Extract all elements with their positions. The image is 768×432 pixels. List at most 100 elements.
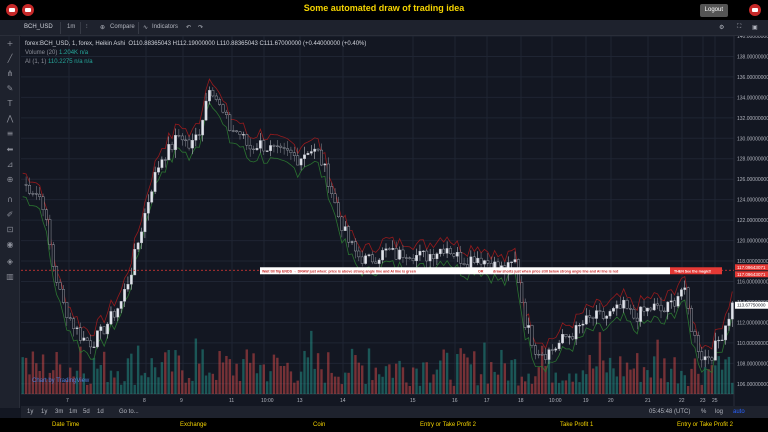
- volume-bar: [133, 384, 136, 394]
- auto-toggle[interactable]: auto: [733, 409, 745, 415]
- zoom-icon[interactable]: ⊕: [6, 175, 14, 184]
- candle-body: [157, 167, 160, 173]
- volume-bar: [113, 377, 116, 394]
- candle-body: [730, 302, 734, 320]
- legend-title[interactable]: forex:BCH_USD, 1, forex, Heikin Ashi: [25, 41, 126, 47]
- x-tick-label: 7: [66, 398, 69, 404]
- candle-body: [214, 95, 218, 100]
- timeframe-3m[interactable]: 3m: [55, 409, 64, 415]
- pattern-icon[interactable]: ⋀: [6, 114, 14, 123]
- volume-bar: [676, 383, 680, 394]
- volume-bar: [690, 368, 693, 394]
- goto-button[interactable]: Go to...: [119, 409, 139, 415]
- car-icon[interactable]: [22, 4, 34, 16]
- volume-bar: [367, 348, 371, 394]
- log-toggle[interactable]: log: [715, 409, 724, 415]
- nav-take-profit-1[interactable]: Take Profit 1: [560, 422, 594, 428]
- volume-bar: [581, 370, 585, 394]
- volume-bar: [636, 353, 639, 394]
- legend-ai-label[interactable]: AI (1, 1): [25, 59, 47, 65]
- crosshair-icon[interactable]: +: [6, 39, 14, 48]
- candle-body: [187, 139, 191, 149]
- trash-icon[interactable]: ▥: [6, 272, 14, 281]
- prediction-icon[interactable]: ≡: [6, 129, 14, 138]
- volume-bar: [82, 373, 86, 394]
- volume-bar: [170, 371, 174, 394]
- x-tick-label: 10:00: [261, 398, 274, 404]
- timeframe-1m[interactable]: 1m: [69, 409, 78, 415]
- home-icon[interactable]: [6, 4, 18, 16]
- candle-body: [601, 311, 605, 319]
- nav-date-time[interactable]: Date Time: [52, 422, 80, 428]
- nav-exchange[interactable]: Exchange: [180, 422, 207, 428]
- undo-icon[interactable]: ↶: [186, 25, 192, 31]
- volume-bar: [259, 364, 262, 394]
- hide-icon[interactable]: ◉: [6, 240, 14, 249]
- price-label-1: 117.09643071: [737, 265, 766, 270]
- brush-icon[interactable]: ✎: [6, 84, 14, 93]
- annotation-right-bg: [670, 267, 722, 275]
- timeframe-1y-b[interactable]: 1y: [41, 409, 48, 415]
- nav-entry-take-profit-2[interactable]: Entry or Take Profit 2: [420, 422, 476, 428]
- tradingview-watermark[interactable]: Chart by TradingView: [32, 378, 90, 384]
- timeframe-bar: 1y 1y 3m 1m 5d 1d Go to... 05:45:48 (UTC…: [21, 406, 768, 418]
- volume-bar: [500, 349, 503, 394]
- nav-entry-take-profit-2-b[interactable]: Entry or Take Profit 2: [677, 422, 733, 428]
- chart-style-icon[interactable]: ⫶: [86, 24, 88, 30]
- volume-bar: [337, 376, 340, 394]
- candle-body: [303, 154, 306, 159]
- volume-bar: [564, 380, 568, 394]
- magnet-icon[interactable]: ∩: [7, 195, 13, 204]
- logout-button[interactable]: Logout: [699, 4, 728, 17]
- volume-bar: [625, 362, 629, 394]
- candle-body: [269, 145, 272, 151]
- interval-button[interactable]: 1m: [67, 24, 76, 30]
- candle-body: [184, 139, 188, 141]
- chart-area[interactable]: 140.00000000 138.00000000 136.00000000 134.…: [21, 36, 768, 406]
- settings-icon[interactable]: ⚙: [719, 25, 725, 31]
- symbol-search[interactable]: BCH_USD: [24, 24, 53, 30]
- y-tick-label: 112.00000000: [737, 320, 768, 326]
- timeframe-5d[interactable]: 5d: [83, 409, 90, 415]
- volume-bar: [191, 380, 194, 394]
- compare-button[interactable]: Compare: [110, 24, 135, 30]
- y-tick-label: 134.00000000: [737, 95, 768, 101]
- volume-bar: [252, 353, 255, 394]
- candle-body: [554, 348, 558, 351]
- measure-icon[interactable]: ⊿: [6, 160, 14, 169]
- candle-body: [666, 301, 670, 313]
- compare-icon[interactable]: ⊕: [100, 25, 106, 31]
- timeframe-1y[interactable]: 1y: [27, 409, 34, 415]
- candle-body: [180, 135, 184, 141]
- candle-body: [299, 158, 303, 166]
- price-chart[interactable]: 140.00000000 138.00000000 136.00000000 134.…: [21, 36, 768, 406]
- candle-body: [632, 308, 636, 319]
- screenshot-icon[interactable]: ▣: [752, 25, 758, 31]
- top-bar: Some automated draw of trading idea Logo…: [0, 0, 768, 20]
- fullscreen-icon[interactable]: ⛶: [737, 24, 742, 30]
- text-icon[interactable]: T: [7, 99, 13, 108]
- nav-coin[interactable]: Coin: [313, 422, 326, 428]
- candle-body: [160, 159, 164, 168]
- timeframe-1d[interactable]: 1d: [97, 409, 104, 415]
- volume-bar: [561, 380, 564, 394]
- percent-toggle[interactable]: %: [701, 409, 707, 415]
- layers-icon[interactable]: ◈: [6, 257, 14, 266]
- legend-volume-label[interactable]: Volume (20): [25, 50, 58, 56]
- y-tick-label: 106.00000000: [737, 382, 768, 388]
- indicators-icon[interactable]: ∿: [143, 25, 149, 31]
- candle-body: [286, 148, 289, 151]
- pitchfork-icon[interactable]: ⋔: [6, 69, 14, 78]
- lock-icon[interactable]: ⊡: [6, 225, 14, 234]
- indicators-button[interactable]: Indicators: [152, 24, 179, 30]
- stay-drawing-icon[interactable]: ✐: [6, 210, 14, 219]
- volume-bar: [731, 382, 734, 394]
- trendline-icon[interactable]: ╱: [7, 54, 13, 63]
- candle-body: [639, 306, 643, 322]
- back-arrow-icon[interactable]: ⬅: [6, 145, 14, 154]
- redo-icon[interactable]: ↷: [198, 25, 204, 31]
- close-icon[interactable]: [749, 4, 761, 16]
- y-tick-label: 110.00000000: [737, 341, 768, 347]
- volume-bar: [286, 362, 289, 394]
- volume-bar: [116, 371, 119, 394]
